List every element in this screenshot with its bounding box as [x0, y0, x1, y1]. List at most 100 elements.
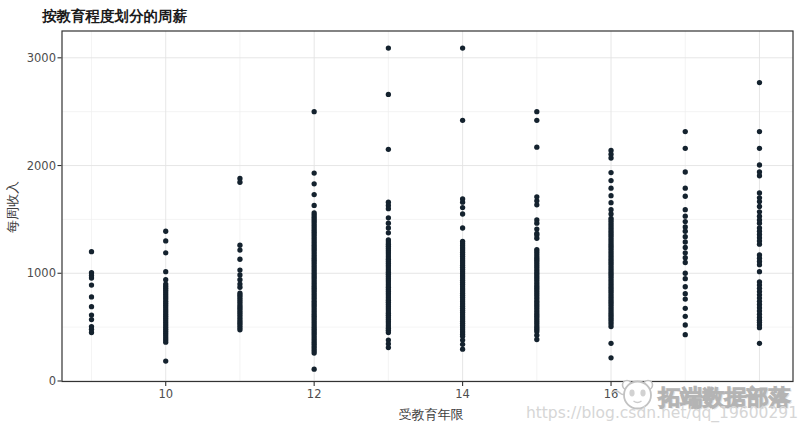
data-point [608, 155, 613, 160]
data-point [534, 337, 539, 342]
data-point [757, 173, 762, 178]
data-point [386, 345, 391, 350]
data-point [608, 355, 613, 360]
data-point [386, 206, 391, 211]
watermark: 拓端数据部落 拓端数据部落 https://blog.csdn.net/qq_1… [526, 381, 798, 424]
data-point [757, 80, 762, 85]
data-point [534, 109, 539, 114]
data-point [534, 118, 539, 123]
data-point [237, 285, 242, 290]
chart-canvas: 101214160100020003000 按教育程度划分的周薪 受教育年限 每… [0, 0, 800, 431]
data-point [683, 146, 688, 151]
watermark-url: https://blog.csdn.net/qq_19600291 [526, 404, 798, 423]
data-point [386, 215, 391, 220]
data-point [89, 330, 94, 335]
data-point [460, 342, 465, 347]
data-point [757, 190, 762, 195]
data-point [683, 194, 688, 199]
data-point [386, 225, 391, 230]
data-point [312, 181, 317, 186]
data-point [683, 255, 688, 260]
data-point [163, 358, 168, 363]
data-point [683, 260, 688, 265]
data-point [608, 341, 613, 346]
data-point [683, 276, 688, 281]
data-point [460, 200, 465, 205]
data-point [534, 202, 539, 207]
data-point [683, 169, 688, 174]
data-point [683, 271, 688, 276]
data-point [163, 340, 168, 345]
data-point [460, 225, 465, 230]
data-point [683, 296, 688, 301]
data-point [460, 118, 465, 123]
scatter-plot: 101214160100020003000 按教育程度划分的周薪 受教育年限 每… [0, 0, 800, 431]
data-point [460, 205, 465, 210]
data-point [757, 221, 762, 226]
x-tick-label: 16 [604, 387, 619, 401]
data-point [683, 219, 688, 224]
y-axis-title: 每周收入 [5, 181, 20, 233]
data-point [683, 186, 688, 191]
x-axis-title: 受教育年限 [399, 407, 464, 422]
data-point [386, 330, 391, 335]
data-point [683, 129, 688, 134]
data-point [163, 250, 168, 255]
data-point [460, 45, 465, 50]
data-point [237, 272, 242, 277]
data-point [683, 250, 688, 255]
data-point [312, 170, 317, 175]
data-point [683, 245, 688, 250]
y-tick-label: 0 [49, 374, 56, 388]
data-point [237, 243, 242, 248]
data-point [89, 312, 94, 317]
data-point [757, 325, 762, 330]
x-tick-label: 14 [455, 387, 470, 401]
data-point [683, 214, 688, 219]
data-point [683, 314, 688, 319]
data-point [237, 267, 242, 272]
data-point [683, 322, 688, 327]
data-point [386, 147, 391, 152]
y-tick-label: 2000 [27, 159, 56, 173]
data-point [312, 109, 317, 114]
data-point [683, 291, 688, 296]
data-point [757, 162, 762, 167]
data-point [89, 304, 94, 309]
y-tick-label: 3000 [27, 51, 56, 65]
data-point [163, 229, 168, 234]
data-point [757, 269, 762, 274]
data-point [312, 203, 317, 208]
data-point [757, 129, 762, 134]
data-point [534, 236, 539, 241]
y-tick-label: 1000 [27, 266, 56, 280]
data-point [683, 207, 688, 212]
data-point [386, 230, 391, 235]
data-point [683, 284, 688, 289]
data-point [89, 275, 94, 280]
chart-title: 按教育程度划分的周薪 [41, 8, 188, 24]
data-point [89, 294, 94, 299]
data-point [386, 221, 391, 226]
data-point [534, 145, 539, 150]
data-point [608, 193, 613, 198]
data-point [757, 146, 762, 151]
x-tick-label: 10 [158, 387, 173, 401]
data-point [608, 178, 613, 183]
data-point [757, 199, 762, 204]
data-point [460, 347, 465, 352]
data-point [757, 204, 762, 209]
data-point [683, 239, 688, 244]
data-point [683, 234, 688, 239]
data-point [237, 180, 242, 185]
data-point [608, 170, 613, 175]
data-point [608, 324, 613, 329]
data-point [683, 332, 688, 337]
data-point [386, 92, 391, 97]
data-point [89, 317, 94, 322]
data-point [312, 192, 317, 197]
data-point [460, 211, 465, 216]
data-point [683, 306, 688, 311]
data-point [608, 200, 613, 205]
data-point [237, 257, 242, 262]
